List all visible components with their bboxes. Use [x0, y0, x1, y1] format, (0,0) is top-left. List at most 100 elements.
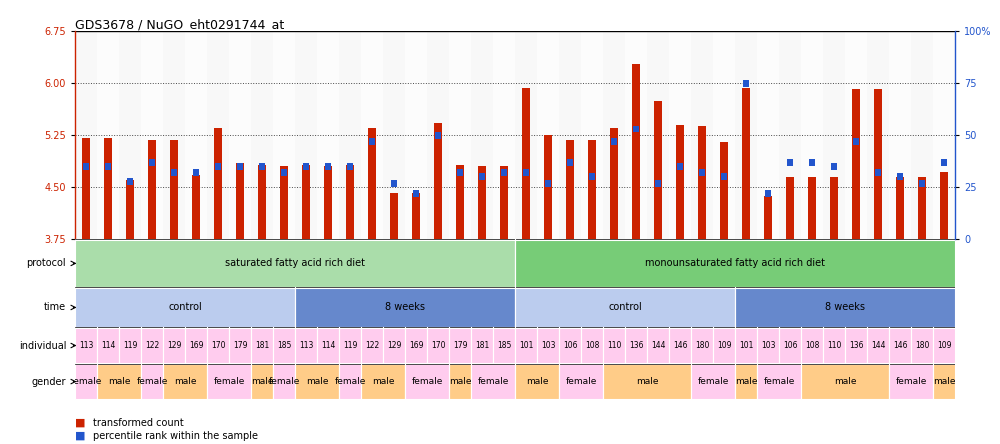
Bar	[237, 163, 243, 170]
Bar	[691, 31, 713, 239]
Bar	[698, 126, 706, 239]
Text: 119: 119	[123, 341, 137, 350]
Bar	[236, 163, 244, 239]
Bar	[82, 138, 90, 239]
Bar	[786, 177, 794, 239]
Text: female: female	[565, 377, 597, 386]
Text: 110: 110	[827, 341, 841, 350]
Bar	[251, 364, 273, 399]
Bar	[303, 163, 309, 170]
Text: 113: 113	[79, 341, 93, 350]
Text: 185: 185	[497, 341, 511, 350]
Text: male: male	[306, 377, 328, 386]
Bar	[875, 169, 881, 176]
Bar	[302, 165, 310, 239]
Bar	[611, 138, 617, 145]
Bar	[207, 364, 251, 399]
Bar	[845, 31, 867, 239]
Text: 108: 108	[805, 341, 819, 350]
Bar	[457, 169, 463, 176]
Bar	[559, 364, 603, 399]
Text: 180: 180	[915, 341, 929, 350]
Bar	[449, 328, 471, 363]
Text: 179: 179	[453, 341, 467, 350]
Text: male: male	[251, 377, 273, 386]
Text: 179: 179	[233, 341, 247, 350]
Bar	[471, 31, 493, 239]
Bar	[735, 31, 757, 239]
Bar	[317, 328, 339, 363]
Text: percentile rank within the sample: percentile rank within the sample	[93, 431, 258, 441]
Bar	[405, 364, 449, 399]
Bar	[559, 31, 581, 239]
Text: 101: 101	[519, 341, 533, 350]
Bar	[215, 163, 221, 170]
Text: monounsaturated fatty acid rich diet: monounsaturated fatty acid rich diet	[645, 258, 825, 269]
Bar	[207, 31, 229, 239]
Text: 169: 169	[189, 341, 203, 350]
Bar	[610, 128, 618, 239]
Bar	[192, 175, 200, 239]
Bar	[830, 177, 838, 239]
Bar	[390, 193, 398, 239]
Bar	[537, 31, 559, 239]
Text: ■: ■	[75, 431, 86, 441]
Bar	[273, 364, 295, 399]
Bar	[471, 364, 515, 399]
Bar	[295, 31, 317, 239]
Text: male: male	[735, 377, 757, 386]
Bar	[588, 140, 596, 239]
Bar	[119, 328, 141, 363]
Bar	[185, 328, 207, 363]
Text: 170: 170	[431, 341, 445, 350]
Bar	[757, 328, 779, 363]
Text: 129: 129	[167, 341, 181, 350]
Text: 113: 113	[299, 341, 313, 350]
Bar	[544, 135, 552, 239]
Bar	[170, 140, 178, 239]
Bar	[75, 328, 97, 363]
Bar	[867, 328, 889, 363]
Bar	[874, 89, 882, 239]
Text: female: female	[477, 377, 509, 386]
Bar	[940, 172, 948, 239]
Bar	[632, 63, 640, 239]
Bar	[918, 177, 926, 239]
Bar	[456, 165, 464, 239]
Text: 101: 101	[739, 341, 753, 350]
Bar	[207, 328, 229, 363]
Text: female: female	[70, 377, 102, 386]
Bar	[193, 169, 199, 176]
Text: GDS3678 / NuGO_eht0291744_at: GDS3678 / NuGO_eht0291744_at	[75, 18, 284, 31]
Bar	[589, 174, 595, 180]
Text: transformed count: transformed count	[93, 418, 184, 428]
Bar	[743, 79, 749, 87]
Bar	[141, 364, 163, 399]
Bar	[515, 328, 537, 363]
Bar	[779, 31, 801, 239]
Bar	[779, 328, 801, 363]
Bar	[787, 159, 793, 166]
Bar	[720, 142, 728, 239]
Text: male: male	[636, 377, 658, 386]
Text: male: male	[174, 377, 196, 386]
Bar	[141, 31, 163, 239]
Bar	[933, 31, 955, 239]
Bar	[897, 174, 903, 180]
Bar	[97, 328, 119, 363]
Bar	[889, 31, 911, 239]
Bar	[515, 288, 735, 327]
Text: control: control	[168, 302, 202, 313]
Text: female: female	[213, 377, 245, 386]
Bar	[809, 159, 815, 166]
Bar	[163, 328, 185, 363]
Bar	[933, 364, 955, 399]
Bar	[889, 328, 911, 363]
Text: 109: 109	[717, 341, 731, 350]
Bar	[941, 159, 947, 166]
Bar	[515, 31, 537, 239]
Bar	[764, 196, 772, 239]
Text: 170: 170	[211, 341, 225, 350]
Text: female: female	[334, 377, 366, 386]
Bar	[148, 140, 156, 239]
